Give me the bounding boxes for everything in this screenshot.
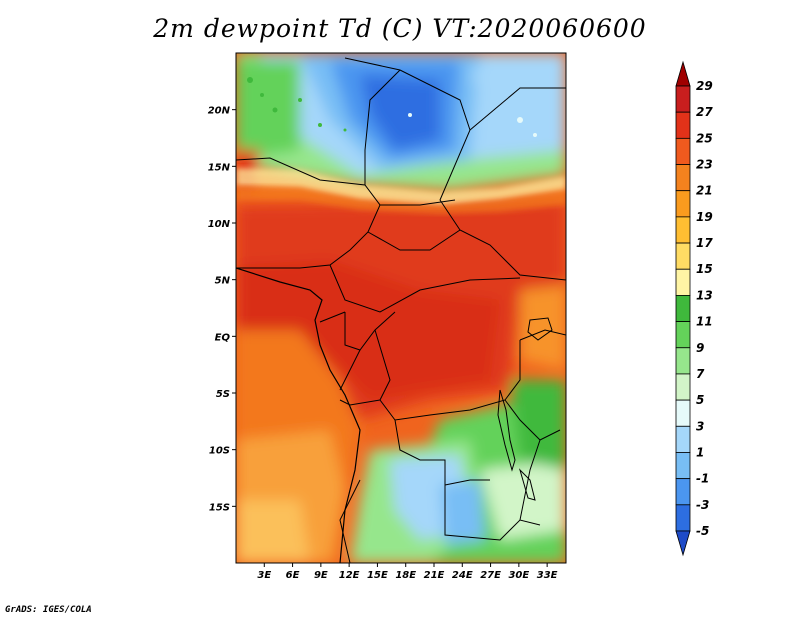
lat-tick-label: 5S	[216, 389, 230, 400]
colorbar-bottom-arrow	[675, 530, 691, 557]
colorbar-label: 27	[696, 105, 713, 119]
colorbar-box	[675, 478, 691, 506]
lat-tick-label: 10N	[208, 219, 231, 230]
colorbar-box	[675, 321, 691, 349]
colorbar-box	[675, 190, 691, 218]
colorbar-label: 9	[696, 341, 704, 355]
map-frame	[235, 52, 567, 564]
lon-tick-label: 9E	[314, 570, 328, 581]
colorbar-box	[675, 399, 691, 427]
lat-tick-label: 5N	[215, 276, 231, 287]
lon-tick-label: 24E	[452, 570, 473, 581]
lon-tick-label: 27E	[480, 570, 501, 581]
colorbar-box	[675, 137, 691, 165]
colorbar-label: 1	[696, 445, 704, 459]
latitude-axis: 20N 15N 10N 5N EQ 5S 10S 15S	[208, 106, 236, 513]
colorbar-box	[675, 373, 691, 401]
grads-credit: GrADS: IGES/COLA	[5, 605, 92, 615]
colorbar-box	[675, 504, 691, 532]
lon-tick-label: 15E	[367, 570, 388, 581]
colorbar-label: -3	[696, 498, 709, 512]
lon-tick-label: 12E	[339, 570, 360, 581]
colorbar-label: -5	[696, 524, 709, 538]
colorbar-box	[675, 242, 691, 270]
country-borders	[236, 57, 566, 563]
map-field	[236, 53, 566, 563]
colorbar-label: 19	[696, 210, 713, 224]
great-lakes	[497, 317, 553, 501]
colorbar-label: 13	[696, 288, 713, 302]
map-title: 2m dewpoint Td (C) VT:2020060600	[153, 14, 647, 43]
colorbar-label: 15	[696, 262, 713, 276]
lat-tick-label: EQ	[215, 332, 231, 343]
lon-tick-label: 33E	[537, 570, 558, 581]
colorbar-box	[675, 164, 691, 192]
lat-tick-label: 15N	[208, 162, 231, 173]
coastline	[236, 267, 361, 563]
colorbar-labels: 29 27 25 23 21 19 17 15 13 11 9 7 5 3 1 -1 -3 -5	[696, 79, 713, 538]
colorbar-label: 5	[696, 393, 704, 407]
colorbar-label: 29	[696, 79, 713, 93]
colorbar-label: 7	[696, 367, 705, 381]
colorbar-top-arrow	[675, 60, 691, 87]
colorbar-box	[675, 452, 691, 480]
colorbar-box	[675, 111, 691, 139]
longitude-axis: 3E 6E 9E 12E 15E 18E 21E 24E 27E 30E 33E	[257, 563, 558, 581]
lat-tick-label: 10S	[209, 446, 230, 457]
colorbar-label: 21	[696, 184, 713, 198]
lon-tick-label: 3E	[257, 570, 271, 581]
colorbar-box	[675, 85, 691, 113]
colorbar-label: 11	[696, 315, 713, 329]
colorbar-label: -1	[696, 472, 709, 486]
colorbar-label: 23	[696, 158, 713, 172]
colorbar-box	[675, 425, 691, 453]
lat-tick-label: 20N	[208, 106, 231, 117]
lon-tick-label: 30E	[508, 570, 529, 581]
lat-tick-label: 15S	[209, 502, 230, 513]
lon-tick-label: 21E	[424, 570, 445, 581]
colorbar-label: 17	[696, 236, 713, 250]
lon-tick-label: 6E	[286, 570, 300, 581]
colorbar	[675, 60, 691, 557]
lon-tick-label: 18E	[395, 570, 416, 581]
colorbar-label: 25	[696, 131, 713, 145]
colorbar-box	[675, 268, 691, 296]
colorbar-box	[675, 216, 691, 244]
colorbar-label: 3	[696, 419, 704, 433]
colorbar-box	[675, 347, 691, 375]
colorbar-box	[675, 295, 691, 322]
